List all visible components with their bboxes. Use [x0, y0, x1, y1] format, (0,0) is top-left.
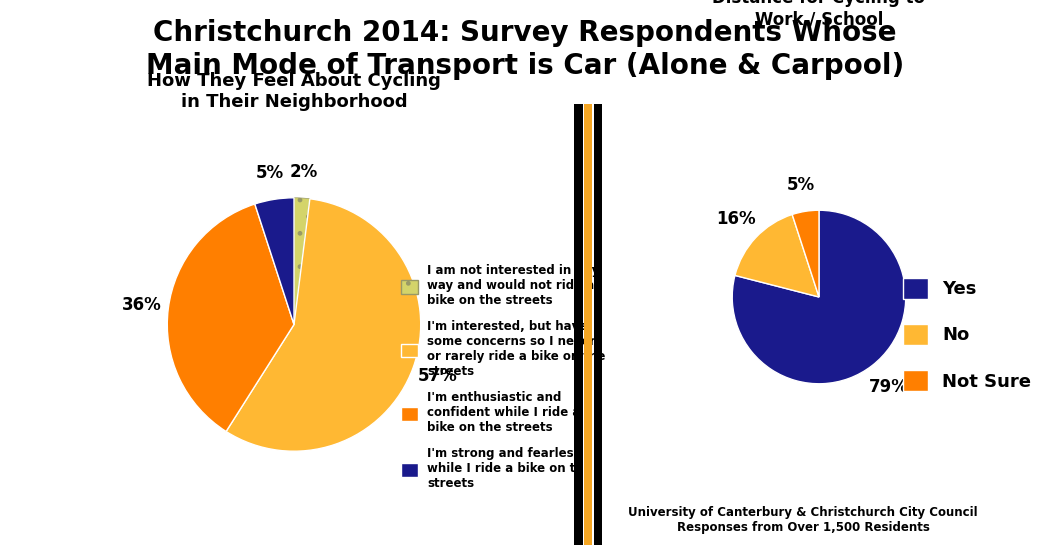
Wedge shape: [167, 204, 294, 432]
Legend: Yes, No, Not Sure: Yes, No, Not Sure: [896, 271, 1038, 398]
Bar: [574, 104, 583, 544]
Bar: [593, 104, 603, 544]
Text: 5%: 5%: [256, 164, 285, 182]
Text: 36%: 36%: [122, 296, 162, 314]
Wedge shape: [735, 214, 819, 297]
Title: Whether or Not They Believe
They Live Within a Reasonable
Distance for Cycling t: Whether or Not They Believe They Live Wi…: [675, 0, 963, 28]
Text: Christchurch 2014: Survey Respondents Whose
Main Mode of Transport is Car (Alone: Christchurch 2014: Survey Respondents Wh…: [146, 19, 904, 80]
Wedge shape: [792, 210, 819, 297]
Text: 79%: 79%: [868, 378, 908, 396]
Wedge shape: [226, 199, 421, 451]
Wedge shape: [255, 198, 294, 324]
Text: 57%: 57%: [418, 367, 458, 386]
Text: 5%: 5%: [788, 175, 815, 194]
Text: University of Canterbury & Christchurch City Council
Responses from Over 1,500 R: University of Canterbury & Christchurch …: [629, 506, 978, 534]
Text: 16%: 16%: [716, 210, 756, 228]
Text: 2%: 2%: [290, 163, 318, 181]
Wedge shape: [732, 210, 906, 384]
Title: How They Feel About Cycling
in Their Neighborhood: How They Feel About Cycling in Their Nei…: [147, 72, 441, 111]
Legend: I am not interested in any
way and would not ride a
bike on the streets, I'm int: I am not interested in any way and would…: [397, 260, 610, 495]
Wedge shape: [294, 198, 310, 324]
Bar: [584, 104, 592, 544]
